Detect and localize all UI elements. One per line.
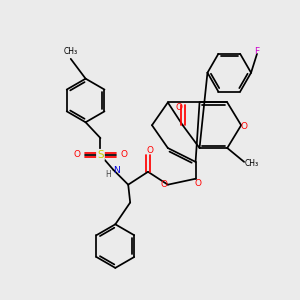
Text: CH₃: CH₃: [245, 159, 259, 168]
Text: CH₃: CH₃: [64, 47, 78, 56]
Text: O: O: [73, 151, 80, 160]
Text: O: O: [194, 179, 201, 188]
Text: O: O: [175, 103, 182, 112]
Text: O: O: [241, 122, 248, 131]
Text: H: H: [106, 170, 111, 179]
Text: S: S: [97, 150, 104, 160]
Text: O: O: [121, 151, 128, 160]
Text: F: F: [254, 47, 260, 56]
Text: O: O: [146, 146, 154, 155]
Text: O: O: [160, 180, 167, 189]
Text: N: N: [113, 166, 120, 175]
